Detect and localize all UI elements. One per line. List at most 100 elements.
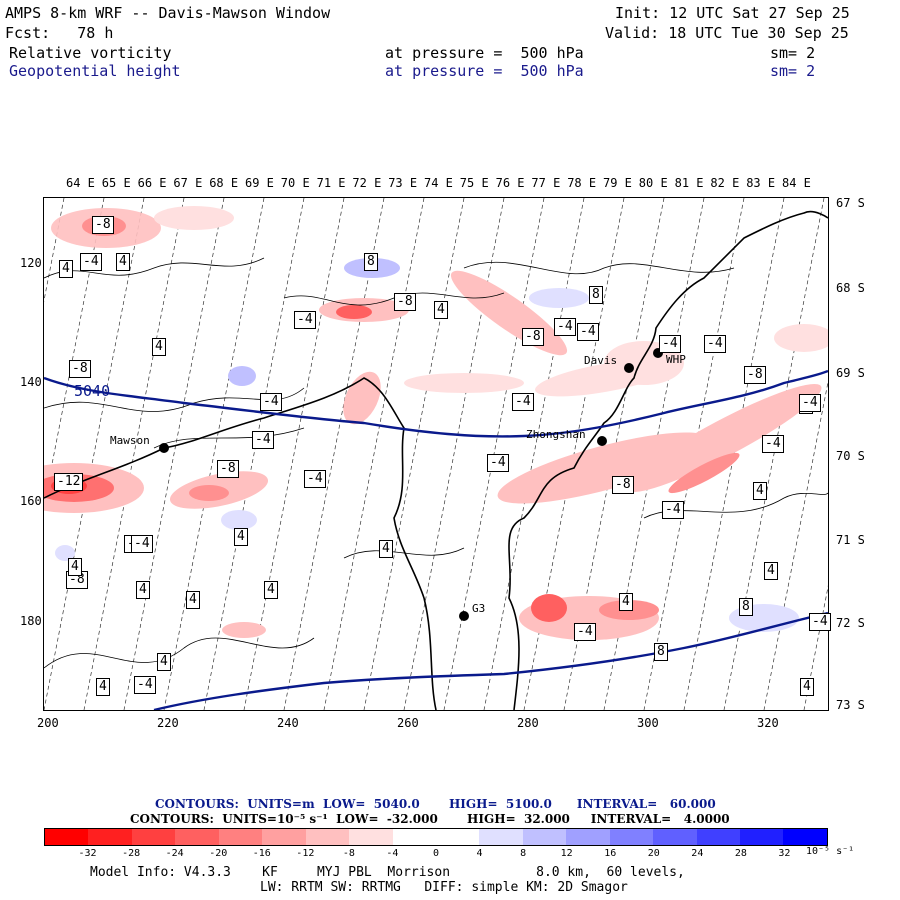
contour-value-box: 4 bbox=[59, 260, 73, 278]
field1-smoothing: sm= 2 bbox=[770, 44, 816, 62]
map-svg bbox=[0, 197, 900, 712]
longitude-label: 84 E bbox=[782, 176, 811, 190]
contour-value-box: 4 bbox=[264, 581, 278, 599]
colorbar-segment bbox=[696, 829, 740, 845]
height-contour-5100 bbox=[153, 611, 829, 712]
colorbar-label: -32 bbox=[78, 848, 97, 859]
contour-value-box: -8 bbox=[92, 216, 114, 234]
colorbar-label: 28 bbox=[734, 848, 747, 859]
gridline bbox=[283, 197, 385, 711]
contour-value-box: 4 bbox=[234, 528, 248, 546]
colorbar-segment bbox=[262, 829, 306, 845]
longitude-label: 68 E bbox=[209, 176, 239, 190]
contour-value-box: -4 bbox=[80, 253, 102, 271]
contour-value-box: -4 bbox=[304, 470, 326, 488]
colorbar-label: -28 bbox=[122, 848, 141, 859]
contour-value-box: 8 bbox=[654, 643, 668, 661]
contour-value-box: -4 bbox=[659, 335, 681, 353]
longitude-label: 70 E bbox=[280, 176, 310, 190]
x-tick-label: 200 bbox=[37, 716, 59, 730]
gridline bbox=[3, 197, 105, 711]
contour-value-box: 4 bbox=[753, 482, 767, 500]
longitude-label: 71 E bbox=[316, 176, 346, 190]
colorbar-segment bbox=[479, 829, 523, 845]
contour-value-box: 4 bbox=[68, 558, 82, 576]
contour-value-box: 4 bbox=[800, 678, 814, 696]
contour-value-box: -4 bbox=[662, 501, 684, 519]
station-label-mawson: Mawson bbox=[110, 434, 150, 447]
vort-blob bbox=[55, 545, 75, 561]
colorbar-segment bbox=[305, 829, 350, 845]
gridline bbox=[43, 197, 145, 711]
colorbar-label: 24 bbox=[691, 848, 704, 859]
contour-line bbox=[43, 257, 265, 279]
colorbar-segment bbox=[783, 829, 827, 845]
plot-title: AMPS 8-km WRF -- Davis-Mawson Window bbox=[5, 4, 331, 22]
station-label-g3: G3 bbox=[472, 602, 486, 615]
colorbar-label: -12 bbox=[296, 848, 315, 859]
field1-name: Relative vorticity bbox=[9, 44, 172, 62]
longitude-label: 67 E bbox=[173, 176, 203, 190]
station-label-zhongshan: Zhongshan bbox=[526, 428, 586, 441]
colorbar-segment bbox=[131, 829, 176, 845]
station-dot-zhongshan bbox=[597, 436, 607, 446]
contour-value-box: -4 bbox=[512, 393, 534, 411]
vort-blob bbox=[154, 206, 234, 230]
x-tick-label: 260 bbox=[397, 716, 419, 730]
longitude-label: 65 E bbox=[101, 176, 131, 190]
coastline-east bbox=[508, 210, 829, 711]
contour-value-box: 4 bbox=[764, 562, 778, 580]
y-tick-label: 180 bbox=[20, 614, 42, 628]
gridline bbox=[243, 197, 345, 711]
contour-value-box: -8 bbox=[744, 366, 766, 384]
colorbar-label: 8 bbox=[520, 848, 527, 859]
colorbar-label: 4 bbox=[476, 848, 483, 859]
longitude-label: 82 E bbox=[710, 176, 740, 190]
height-contour-5040 bbox=[43, 369, 829, 438]
vort-blob bbox=[222, 622, 266, 638]
colorbar-label: 0 bbox=[432, 848, 440, 859]
vort-blob bbox=[228, 366, 256, 386]
longitude-label: 79 E bbox=[603, 176, 632, 190]
contour-value-box: -4 bbox=[762, 435, 784, 453]
colorbar bbox=[44, 828, 828, 846]
contour-value-box: 8 bbox=[364, 253, 378, 271]
gridline bbox=[323, 197, 425, 711]
vort-blob bbox=[626, 383, 822, 493]
longitude-label: 73 E bbox=[388, 176, 418, 190]
vort-blob bbox=[221, 510, 257, 530]
contour-value-box: -4 bbox=[554, 318, 576, 336]
colorbar-label: 20 bbox=[647, 848, 660, 859]
gridline bbox=[203, 197, 305, 711]
contour-value-box: -4 bbox=[260, 393, 282, 411]
colorbar-segment bbox=[566, 829, 610, 845]
contour-value-box: 4 bbox=[186, 591, 200, 609]
station-dot-g3 bbox=[459, 611, 469, 621]
valid-time: Valid: 18 UTC Tue 30 Sep 25 bbox=[605, 24, 849, 42]
x-tick-label: 320 bbox=[757, 716, 779, 730]
y-tick-label: 160 bbox=[20, 494, 42, 508]
vort-blob bbox=[774, 324, 834, 352]
contour-value-box: -4 bbox=[574, 623, 596, 641]
station-dot-davis bbox=[624, 363, 634, 373]
field1-level: at pressure = 500 hPa bbox=[385, 44, 584, 62]
latitude-label: 70 S bbox=[836, 449, 865, 463]
latitude-label: 69 S bbox=[836, 366, 865, 380]
x-tick-label: 300 bbox=[637, 716, 659, 730]
longitude-label: 72 E bbox=[352, 176, 382, 190]
contour-value-box: -8 bbox=[612, 476, 634, 494]
forecast-hour: Fcst: 78 h bbox=[5, 24, 114, 42]
vort-blob bbox=[497, 432, 711, 504]
contour-value-box: 8 bbox=[739, 598, 753, 616]
vorticity-contour-info: CONTOURS: UNITS=10⁻⁵ s⁻¹ LOW= -32.000 HI… bbox=[130, 812, 730, 826]
longitude-label: 75 E bbox=[459, 176, 489, 190]
longitude-label: 69 E bbox=[245, 176, 274, 190]
contour-value-box: 4 bbox=[379, 540, 393, 558]
longitude-label: 74 E bbox=[424, 176, 453, 190]
colorbar-segment bbox=[175, 829, 219, 845]
y-tick-label: 120 bbox=[20, 256, 42, 270]
colorbar-label: -20 bbox=[209, 848, 228, 859]
map-plot: -8 4 -4 4 8 -8 -4 4 8 -8 -4 4 -8 -4 -4 -4 -4 -4 -4 -4 -12 -8-… bbox=[0, 197, 900, 712]
contour-value-box: -4 bbox=[294, 311, 316, 329]
contour-value-box: 4 bbox=[619, 593, 633, 611]
